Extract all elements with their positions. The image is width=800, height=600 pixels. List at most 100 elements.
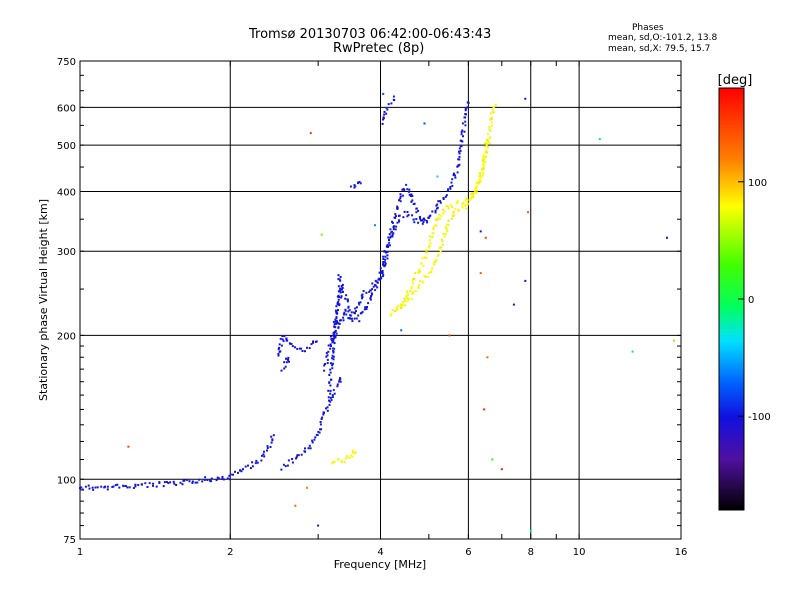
data-point (482, 163, 485, 166)
data-point (172, 480, 175, 483)
data-point (340, 295, 343, 298)
data-point (399, 195, 402, 198)
data-point (325, 355, 328, 358)
x-axis: 1 2 4 6 8 10 16 (77, 61, 687, 558)
data-point (470, 193, 473, 196)
data-point (409, 290, 412, 292)
data-point (283, 367, 286, 370)
data-point (431, 267, 434, 270)
grid-lines (80, 61, 681, 539)
data-point (376, 286, 379, 289)
data-point (234, 470, 236, 473)
data-point (229, 473, 232, 476)
data-point (400, 329, 403, 332)
data-point (283, 335, 286, 338)
data-point (460, 133, 463, 136)
data-point (354, 307, 357, 310)
data-point (442, 212, 445, 215)
data-point (106, 485, 109, 488)
data-point (458, 158, 461, 161)
data-point (348, 309, 351, 312)
data-point (447, 219, 450, 222)
data-point (469, 197, 472, 200)
data-point (298, 347, 301, 350)
data-point (306, 486, 308, 489)
data-point (524, 97, 527, 100)
data-point (311, 439, 314, 442)
data-point (394, 310, 396, 312)
data-point (323, 364, 326, 367)
data-point (351, 451, 354, 454)
data-point (490, 118, 493, 120)
data-point (263, 450, 265, 453)
data-point (346, 298, 349, 301)
data-point (441, 243, 444, 246)
data-point (387, 236, 390, 239)
data-point (465, 207, 468, 210)
data-point (88, 487, 91, 490)
data-point (365, 291, 368, 294)
data-point (309, 132, 312, 135)
data-point (216, 476, 219, 479)
data-point (372, 285, 375, 288)
data-point (355, 310, 357, 313)
data-point (337, 322, 340, 325)
data-point (466, 203, 469, 206)
data-point (335, 320, 338, 323)
data-point (181, 483, 184, 486)
data-point (334, 336, 337, 339)
data-point (232, 473, 234, 476)
data-point (297, 454, 300, 457)
data-point (349, 454, 352, 457)
data-point (598, 138, 601, 140)
data-point (304, 350, 306, 353)
data-point (434, 218, 437, 221)
data-point (300, 347, 303, 350)
data-point (482, 154, 485, 157)
data-point (203, 479, 206, 481)
data-point (439, 250, 442, 253)
data-point (334, 334, 337, 337)
data-point (385, 106, 388, 109)
data-point (388, 233, 391, 236)
data-point (475, 182, 478, 185)
data-point (353, 186, 356, 189)
data-point (357, 181, 359, 184)
data-point (464, 120, 467, 123)
data-point (414, 290, 417, 293)
data-point (278, 343, 281, 346)
data-point (81, 488, 84, 491)
data-point (179, 481, 182, 484)
data-point (388, 241, 391, 244)
data-point (380, 276, 383, 279)
data-point (282, 463, 285, 466)
data-point (323, 369, 326, 372)
data-point (396, 308, 399, 311)
data-point (226, 477, 229, 480)
data-point (445, 194, 448, 197)
data-point (324, 363, 326, 365)
data-point (423, 256, 426, 259)
x-tick-label: 2 (227, 547, 233, 558)
data-point (424, 251, 427, 254)
x-tick-label: 6 (465, 547, 471, 558)
y-tick-label: 750 (57, 57, 76, 68)
data-point (182, 479, 185, 482)
data-point (391, 230, 393, 233)
data-point (424, 249, 427, 251)
data-point (483, 408, 486, 411)
data-point (158, 481, 161, 484)
data-point (438, 217, 441, 220)
data-point (380, 277, 383, 280)
data-point (382, 273, 385, 276)
data-point (396, 221, 399, 224)
data-point (446, 205, 449, 208)
data-point (449, 186, 452, 188)
data-point (353, 184, 356, 187)
data-point (419, 217, 422, 220)
y-axis-label: Stationary phase Virtual Height [km] (37, 199, 50, 401)
data-point (443, 235, 446, 238)
data-point (406, 290, 408, 293)
data-point (474, 188, 477, 191)
data-point (385, 112, 388, 115)
